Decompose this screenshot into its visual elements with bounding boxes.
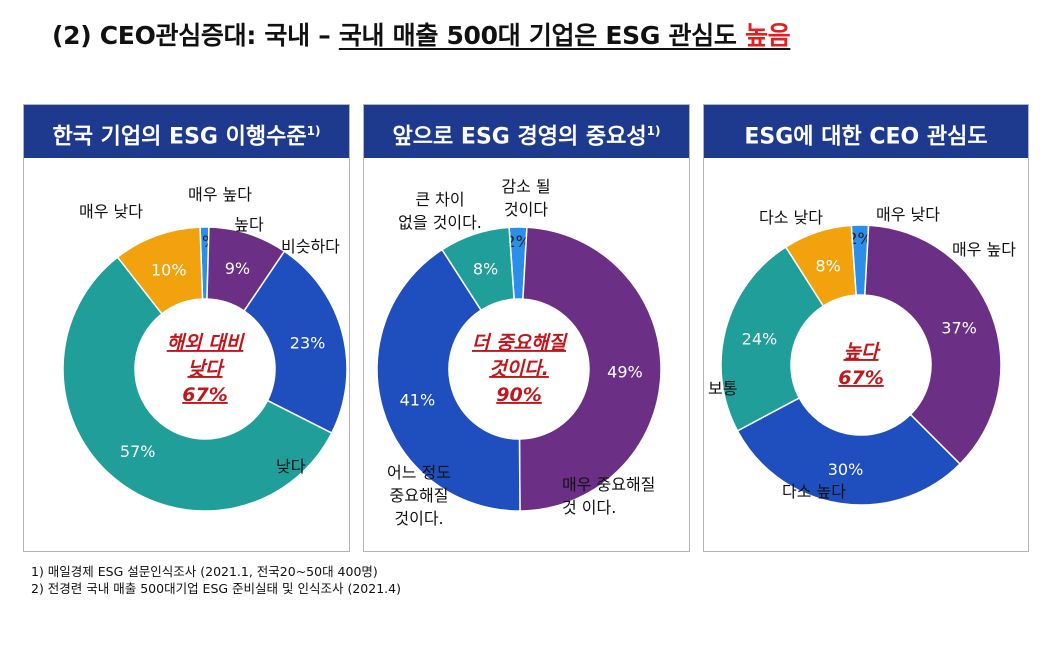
slice-category-label: 매우 낮다 (79, 202, 143, 221)
chart-title-footnote-mark: 1) (646, 124, 661, 138)
slice-value-label: 24% (742, 329, 778, 348)
slice-category-label: 어느 정도 (387, 463, 451, 482)
slice-value-label: 8% (473, 259, 498, 278)
center-callout-text: 67% (182, 384, 227, 406)
slice-category-label: 매우 높다 (952, 240, 1016, 259)
slice-category-label: 매우 높다 (188, 185, 252, 204)
slice-value-label: 37% (941, 318, 977, 337)
slice-value-label: 30% (828, 460, 864, 479)
donut-slice (736, 396, 962, 506)
slice-category-label: 중요해질 (390, 486, 449, 505)
slice-category-label: 낮다 (276, 457, 306, 476)
title-highlight: 높음 (744, 21, 791, 50)
footnotes: 1) 매일경제 ESG 설문인식조사 (2021.1, 전국20~50대 400… (31, 563, 401, 597)
slice-category-label: 높다 (234, 215, 264, 234)
slice-value-label: 49% (607, 363, 643, 382)
chart-title: 앞으로 ESG 경영의 중요성 (392, 124, 647, 150)
center-callout-text: 67% (838, 367, 883, 389)
center-callout-text: 것이다. (489, 358, 549, 380)
donut-slice (720, 245, 825, 432)
slice-value-label: 23% (290, 333, 326, 352)
slice-category-label: 감소 될 (501, 177, 550, 196)
slice-category-label: 매우 중요해질 (562, 475, 655, 494)
donut-slice (116, 226, 204, 315)
chart-title: 한국 기업의 ESG 이행수준 (52, 124, 307, 150)
center-callout-text: 더 중요해질 (472, 332, 569, 354)
donut-slice (243, 250, 348, 435)
panel-header: 앞으로 ESG 경영의 중요성1) (364, 105, 689, 158)
chart-title: ESG에 대한 CEO 관심도 (744, 124, 988, 150)
footnote-1: 1) 매일경제 ESG 설문인식조사 (2021.1, 전국20~50대 400… (31, 564, 378, 579)
slice-value-label: 2% (847, 229, 872, 248)
slice-category-label: 없을 것이다. (398, 213, 482, 232)
donut-slice (62, 256, 333, 512)
title-underlined-text: 국내 매출 500대 기업은 ESG 관심도 (338, 21, 745, 50)
slice-category-label: 것 이다. (562, 498, 616, 517)
donut-slice (518, 226, 662, 512)
chart-panel-ceo-interest: ESG에 대한 CEO 관심도 2% 매우 낮다 37% 매우 높다 30% 다소 높다 2… (703, 104, 1029, 552)
panel-header: ESG에 대한 CEO 관심도 (704, 105, 1028, 158)
slice-category-label: 큰 차이 (415, 190, 464, 209)
center-callout-text: 90% (496, 384, 541, 406)
page-title: (2) CEO관심증대: 국내 – 국내 매출 500대 기업은 ESG 관심도… (52, 16, 791, 52)
footnote-2: 2) 전경련 국내 매출 500대기업 ESG 준비실태 및 인식조사 (202… (31, 581, 401, 596)
slice-value-label: 9% (225, 259, 250, 278)
slice-category-label: 다소 높다 (782, 482, 846, 501)
slice-category-label: 다소 낮다 (759, 208, 823, 227)
slice-category-label: 매우 낮다 (876, 205, 940, 224)
slice-category-label: 비슷하다 (281, 237, 340, 256)
center-callout-text: 해외 대비 (167, 332, 246, 354)
slice-value-label: 57% (120, 442, 156, 461)
slice-value-label: 8% (815, 256, 840, 275)
donut-slice (376, 248, 521, 512)
panel-header: 한국 기업의 ESG 이행수준1) (24, 105, 349, 158)
center-callout-text: 낮다 (188, 358, 225, 380)
slice-value-label: 2% (505, 232, 530, 251)
donut-slice (784, 224, 857, 308)
donut-slice (864, 224, 1002, 466)
slice-category-label: 보통 (708, 379, 737, 398)
center-callout-text: 높다 (844, 341, 881, 363)
chart-title-footnote-mark: 1) (306, 124, 321, 138)
donut-slice (441, 226, 515, 312)
title-prefix: (2) CEO관심증대: 국내 – (52, 21, 339, 50)
chart-panel-esg-level: 한국 기업의 ESG 이행수준1) 1% 매우 높다 9% 높다 23% 비슷하다 57% 낮… (23, 104, 350, 552)
slice-category-label: 것이다 (504, 200, 548, 219)
title-underlined: 국내 매출 500대 기업은 ESG 관심도 높음 (339, 21, 791, 50)
slice-value-label: 10% (151, 260, 187, 279)
slice-value-label: 41% (400, 390, 436, 409)
slice-category-label: 것이다. (394, 509, 443, 528)
